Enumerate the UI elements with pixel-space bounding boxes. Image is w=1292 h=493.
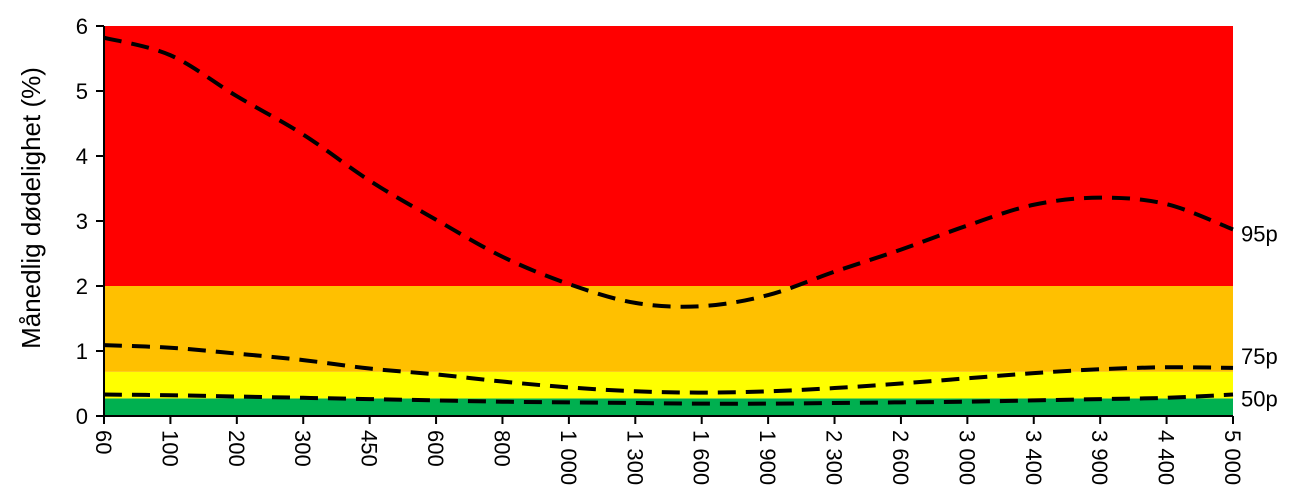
series-lines	[103, 35, 1234, 406]
y-tick-label: 4	[76, 144, 88, 169]
y-tick-label: 5	[76, 79, 88, 104]
x-tick-label: 2 600	[888, 430, 913, 485]
series-line-95p	[103, 35, 1234, 309]
x-tick-label: 200	[224, 430, 249, 467]
x-tick-label: 450	[357, 430, 382, 467]
x-tick-label: 1 300	[622, 430, 647, 485]
x-tick-label: 100	[157, 430, 182, 467]
x-tick-label: 2 300	[822, 430, 847, 485]
y-tick-label: 6	[76, 14, 88, 39]
series-line-75p	[103, 343, 1234, 395]
x-tick-labels: 60 100 200 300 450 600 800 1 000 1 300 1 600 1 900…	[91, 430, 1245, 485]
x-tick-label: 60	[91, 430, 116, 454]
x-tick-label: 4 400	[1154, 430, 1179, 485]
threshold-bands	[104, 26, 1233, 416]
series-label-95p: 95p	[1241, 221, 1278, 246]
x-tick-label: 1 900	[755, 430, 780, 485]
x-tick-label: 3 900	[1087, 430, 1112, 485]
y-axis-label: Månedlig dødelighet (%)	[16, 67, 46, 349]
series-label-50p: 50p	[1241, 387, 1278, 412]
x-tick-label: 3 000	[954, 430, 979, 485]
band-3	[104, 26, 1233, 286]
y-tick-label: 3	[76, 209, 88, 234]
x-tick-label: 5 000	[1220, 430, 1245, 485]
x-tick-label: 1 600	[689, 430, 714, 485]
series-label-75p: 75p	[1241, 344, 1278, 369]
x-tick-label: 800	[489, 430, 514, 467]
series-line-50p	[103, 392, 1234, 406]
axes	[96, 25, 1234, 424]
band-2	[104, 286, 1233, 372]
series-end-labels: 95p 75p 50p	[1241, 221, 1278, 411]
x-tick-label: 3 400	[1021, 430, 1046, 485]
y-tick-labels: 0 1 2 3 4 5 6	[76, 14, 88, 429]
y-tick-label: 1	[76, 339, 88, 364]
y-tick-label: 2	[76, 274, 88, 299]
band-1	[104, 371, 1233, 399]
x-tick-label: 600	[423, 430, 448, 467]
x-tick-label: 1 000	[556, 430, 581, 485]
x-tick-label: 300	[290, 430, 315, 467]
y-tick-label: 0	[76, 404, 88, 429]
